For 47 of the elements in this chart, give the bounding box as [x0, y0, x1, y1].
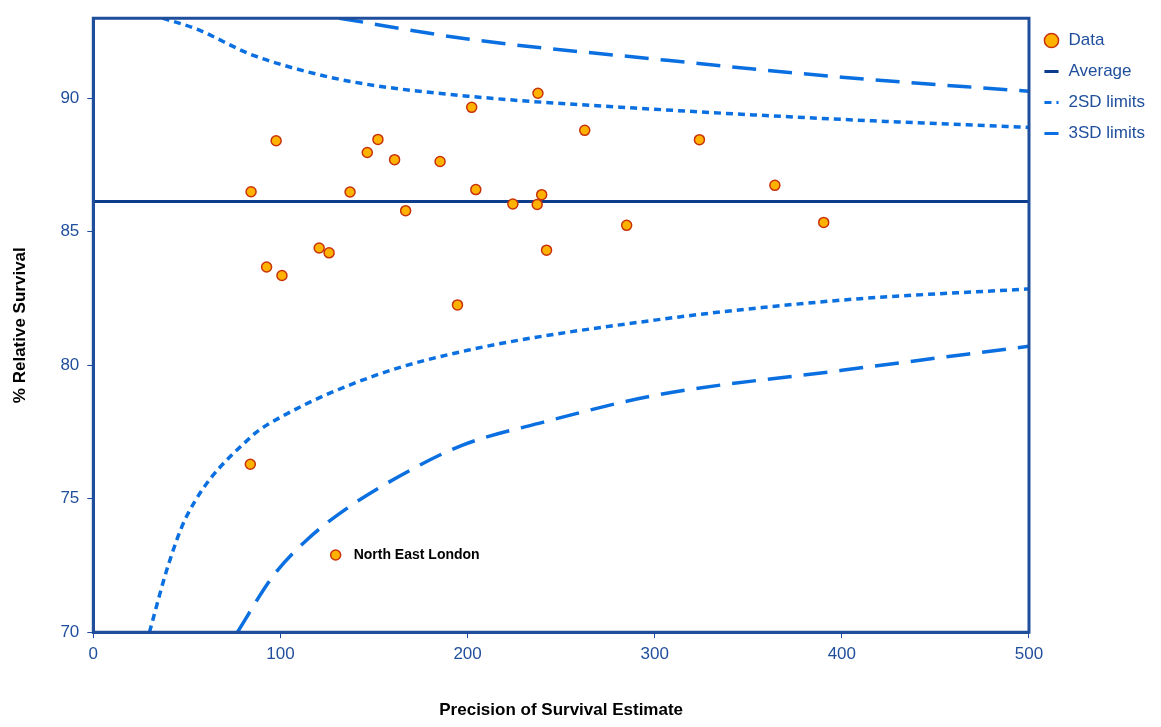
point — [578, 124, 591, 137]
point — [313, 242, 325, 254]
x-axis-title: Precision of Survival Estimate — [439, 700, 684, 720]
point — [465, 101, 478, 114]
point — [693, 133, 706, 146]
point — [470, 183, 482, 196]
legend-label: Data — [1068, 30, 1105, 50]
point — [769, 179, 781, 192]
point — [434, 155, 446, 168]
y-tick-label: 90 — [60, 87, 80, 107]
point — [244, 458, 257, 471]
legend-label: 2SD limits — [1068, 92, 1146, 112]
point — [531, 198, 543, 211]
x-tick-label: 500 — [1014, 644, 1044, 664]
point — [276, 269, 288, 282]
point — [260, 261, 273, 273]
legend-label: 3SD limits — [1068, 123, 1146, 143]
point — [399, 204, 412, 217]
legend-label: Average — [1068, 61, 1132, 81]
point — [388, 153, 401, 166]
point — [270, 134, 282, 147]
y-tick-label: 75 — [60, 488, 80, 508]
y-tick-label: 70 — [60, 621, 80, 641]
point — [540, 244, 553, 256]
y-axis-title: % Relative Survival — [9, 247, 29, 404]
x-tick-label: 0 — [88, 644, 99, 664]
point — [372, 133, 384, 146]
point — [329, 549, 342, 561]
point — [344, 186, 356, 198]
point — [507, 198, 519, 210]
x-tick-label: 200 — [453, 644, 482, 664]
point — [532, 87, 544, 99]
line-series — [147, 287, 1029, 633]
point — [535, 188, 548, 201]
x-tick-label: 400 — [827, 644, 857, 664]
y-tick-label: 85 — [60, 221, 80, 241]
y-tick-label: 80 — [60, 354, 80, 374]
line-series — [235, 344, 1029, 633]
x-tick-label: 100 — [266, 644, 295, 664]
point — [817, 216, 830, 229]
point — [361, 146, 374, 159]
point — [323, 247, 335, 259]
point — [620, 219, 633, 232]
annotation: North East London — [353, 545, 480, 562]
point — [451, 299, 464, 311]
x-tick-label: 300 — [640, 644, 669, 664]
point — [245, 185, 257, 198]
